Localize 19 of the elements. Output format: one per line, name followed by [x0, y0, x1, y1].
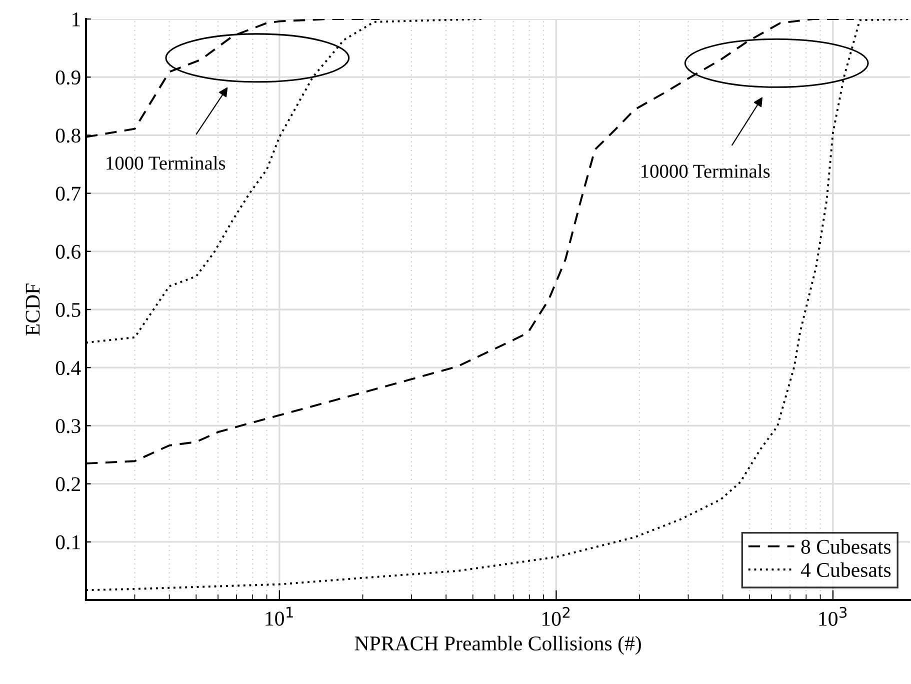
- x-tick-label: 10$^{1}$: [266, 606, 293, 626]
- y-tick-label: 0.3: [56, 419, 80, 434]
- x-tick-label: 10$^{2}$: [542, 606, 570, 626]
- y-tick-label: 0.2: [56, 477, 80, 492]
- legend-label: 4 Cubesats: [800, 562, 891, 578]
- x-axis-title: NPRACH Preamble Collisions (#): [354, 636, 641, 655]
- y-tick-label: 1: [72, 12, 80, 26]
- annotation: 1000 Terminals: [106, 156, 226, 170]
- y-tick-label: 0.4: [56, 360, 81, 376]
- y-tick-label: 0.9: [56, 70, 80, 85]
- legend-label: 8 Cubesats: [801, 539, 891, 554]
- y-tick-label: 0.7: [56, 186, 81, 201]
- y-tick-label: 0.8: [56, 128, 80, 143]
- x-tick-label: 10$^{3}$: [819, 606, 847, 626]
- y-tick-label: 0.1: [56, 535, 80, 550]
- y-tick-label: 0.6: [56, 244, 81, 259]
- annotation: 10000 Terminals: [642, 164, 770, 178]
- y-axis-title: ECDF: [26, 284, 40, 336]
- y-tick-label: 0.5: [56, 302, 80, 318]
